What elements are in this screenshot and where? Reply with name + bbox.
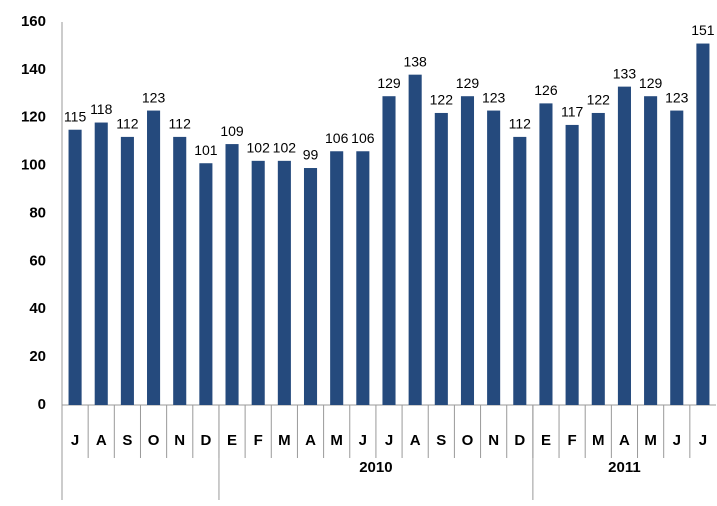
bar bbox=[513, 136, 527, 405]
bar bbox=[539, 103, 553, 405]
group-label: 2010 bbox=[359, 459, 392, 476]
x-tick-label: F bbox=[568, 432, 577, 449]
x-tick-label: F bbox=[254, 432, 263, 449]
value-label: 118 bbox=[90, 101, 113, 117]
bar bbox=[225, 144, 239, 406]
x-tick-label: N bbox=[488, 432, 499, 449]
x-tick-label: J bbox=[699, 432, 707, 449]
bar bbox=[408, 74, 422, 405]
value-label: 129 bbox=[639, 75, 663, 91]
bar bbox=[617, 86, 631, 405]
bar bbox=[356, 151, 370, 405]
value-label: 129 bbox=[456, 75, 480, 91]
bar bbox=[487, 110, 501, 405]
bar bbox=[591, 112, 605, 406]
bar bbox=[147, 110, 161, 405]
value-label: 112 bbox=[116, 116, 139, 132]
bar bbox=[434, 112, 448, 406]
bar bbox=[120, 136, 134, 405]
value-label: 117 bbox=[561, 104, 584, 120]
value-label: 102 bbox=[273, 140, 297, 156]
x-tick-label: D bbox=[514, 432, 525, 449]
x-tick-label: J bbox=[359, 432, 367, 449]
x-tick-label: M bbox=[330, 432, 343, 449]
bar bbox=[251, 160, 265, 405]
value-label: 126 bbox=[534, 82, 558, 98]
x-tick-label: M bbox=[644, 432, 657, 449]
bar bbox=[696, 43, 710, 405]
x-tick-label: O bbox=[462, 432, 474, 449]
bar bbox=[644, 96, 658, 406]
x-tick-label: A bbox=[96, 432, 107, 449]
value-label: 133 bbox=[613, 65, 637, 81]
value-label: 115 bbox=[64, 108, 87, 124]
y-tick-label: 120 bbox=[21, 109, 46, 126]
x-tick-label: J bbox=[71, 432, 79, 449]
y-tick-label: 60 bbox=[29, 252, 46, 269]
y-tick-label: 140 bbox=[21, 61, 46, 78]
value-label: 106 bbox=[351, 130, 375, 146]
bar bbox=[460, 96, 475, 406]
x-tick-label: J bbox=[673, 432, 681, 449]
bar bbox=[68, 129, 82, 405]
value-label: 123 bbox=[482, 89, 506, 105]
y-tick-label: 160 bbox=[21, 13, 46, 30]
bar bbox=[382, 96, 396, 406]
y-tick-label: 80 bbox=[29, 204, 46, 221]
x-tick-label: S bbox=[436, 432, 446, 449]
bar bbox=[303, 168, 318, 405]
bar bbox=[94, 122, 108, 405]
value-label: 151 bbox=[691, 22, 715, 38]
y-tick-label: 40 bbox=[29, 300, 46, 317]
x-tick-label: M bbox=[278, 432, 291, 449]
value-label: 101 bbox=[194, 142, 218, 158]
value-label: 122 bbox=[587, 92, 611, 108]
bar bbox=[199, 163, 213, 405]
bar bbox=[565, 124, 579, 406]
value-label: 112 bbox=[169, 116, 192, 132]
x-tick-label: N bbox=[174, 432, 185, 449]
value-label: 138 bbox=[403, 53, 427, 69]
value-label: 129 bbox=[377, 75, 401, 91]
value-label: 112 bbox=[509, 116, 532, 132]
value-label: 106 bbox=[325, 130, 349, 146]
y-tick-label: 20 bbox=[29, 348, 46, 365]
value-label: 102 bbox=[247, 140, 271, 156]
value-label: 109 bbox=[220, 123, 244, 139]
value-label: 123 bbox=[665, 89, 689, 105]
x-tick-label: E bbox=[227, 432, 237, 449]
bar bbox=[670, 110, 684, 405]
x-tick-label: D bbox=[200, 432, 211, 449]
x-tick-label: J bbox=[385, 432, 393, 449]
x-tick-label: A bbox=[619, 432, 630, 449]
x-tick-label: A bbox=[305, 432, 316, 449]
x-tick-label: M bbox=[592, 432, 605, 449]
value-label: 122 bbox=[430, 92, 454, 108]
y-tick-label: 0 bbox=[38, 396, 46, 413]
x-tick-label: S bbox=[122, 432, 132, 449]
x-tick-label: A bbox=[410, 432, 421, 449]
bar bbox=[277, 160, 291, 405]
value-label: 99 bbox=[303, 147, 319, 163]
bar bbox=[173, 136, 187, 405]
x-tick-label: O bbox=[148, 432, 160, 449]
value-label: 123 bbox=[142, 89, 166, 105]
bar bbox=[330, 151, 344, 405]
y-tick-label: 100 bbox=[21, 157, 46, 174]
group-label: 2011 bbox=[608, 459, 641, 476]
x-tick-label: E bbox=[541, 432, 551, 449]
